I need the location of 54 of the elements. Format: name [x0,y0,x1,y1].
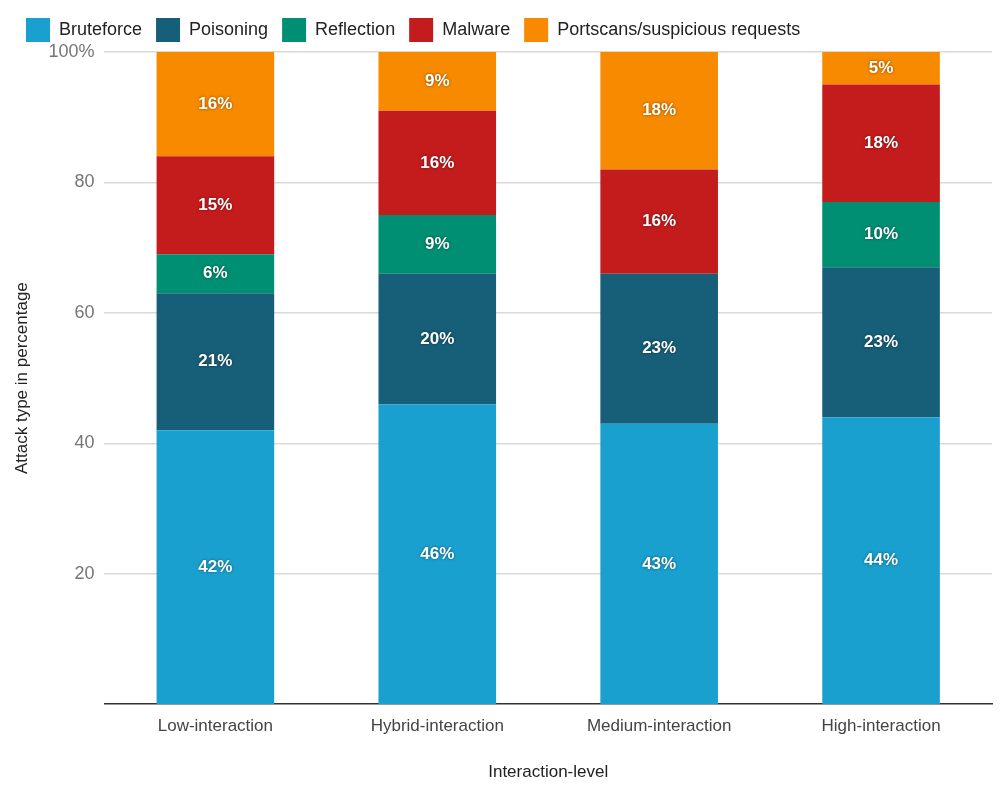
x-tick-label: Hybrid-interaction [370,716,504,736]
bar [378,110,497,216]
data-label: 9% [424,234,450,254]
y-tick-label: 100% [48,40,95,61]
bar [822,417,940,705]
data-label: 16% [198,93,233,113]
data-label: 16% [420,152,455,172]
bar [156,52,275,157]
bar [156,293,275,431]
bar [600,52,718,170]
data-label: 42% [198,556,233,576]
data-label: 10% [864,224,899,244]
data-label: 43% [642,553,677,573]
bar [378,215,497,274]
legend-label: Portscans/suspicious requests [557,18,801,39]
data-label: 18% [642,100,677,120]
legend-label: Bruteforce [59,18,143,39]
bar [822,52,940,85]
bar [378,52,497,111]
data-label: 44% [864,550,899,570]
data-label: 15% [198,194,233,214]
legend-label: Reflection [315,18,396,39]
y-axis-title: Attack type in percentage [11,282,31,475]
data-label: 9% [424,71,450,91]
data-label: 20% [420,328,455,348]
x-tick-label: Low-interaction [157,716,274,736]
data-label: 23% [642,338,677,358]
legend-label: Malware [442,18,511,39]
x-tick-label: Medium-interaction [586,716,732,736]
bar [822,84,940,203]
x-tick-label: High-interaction [821,716,941,736]
bar [378,273,497,405]
bar [156,430,275,705]
y-tick-label: 60 [74,301,95,322]
data-label: 18% [864,133,899,152]
legend-label: Poisoning [189,18,269,39]
bar [600,423,718,705]
bar [156,156,275,255]
y-tick-label: 80 [74,171,95,192]
bar [822,202,940,268]
bar [600,169,718,274]
bar [600,273,718,424]
x-axis-title: Interaction-level [488,762,609,782]
data-label: 16% [642,211,677,231]
y-tick-label: 40 [74,432,95,453]
data-label: 5% [868,57,894,77]
data-label: 6% [203,263,228,283]
y-tick-label: 20 [74,562,95,583]
bar [156,254,275,294]
bar [378,404,497,705]
data-label: 21% [198,351,233,371]
data-label: 46% [420,543,455,563]
data-label: 23% [864,331,899,351]
bar [822,267,940,418]
